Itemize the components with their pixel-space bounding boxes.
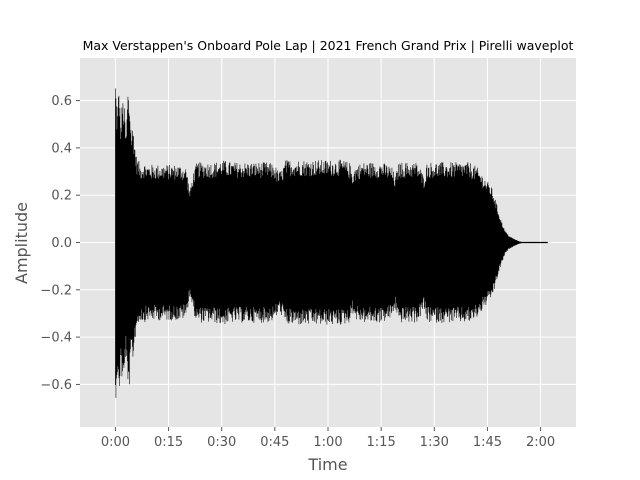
x-tick-label: 0:45	[260, 435, 289, 450]
x-tick-label: 0:30	[207, 435, 236, 450]
x-tick-label: 1:15	[367, 435, 396, 450]
y-tick-label: −0.4	[40, 331, 72, 346]
x-tick-label: 0:00	[101, 435, 130, 450]
y-tick-label: 0.4	[51, 141, 72, 156]
x-tick-label: 1:30	[420, 435, 449, 450]
y-tick-label: −0.6	[40, 378, 72, 393]
x-axis-ticks: 0:00 0:15 0:30 0:45 1:00 1:15 1:30 1:45 2:00	[101, 427, 555, 450]
x-tick-label: 0:15	[154, 435, 183, 450]
y-tick-label: 0.2	[51, 189, 72, 204]
y-tick-label: −0.2	[40, 283, 72, 298]
y-tick-label: 0.0	[51, 236, 72, 251]
y-axis-ticks: 0.6 0.4 0.2 0.0 −0.2 −0.4 −0.6	[40, 94, 80, 393]
waveform-layer	[115, 88, 548, 398]
y-tick-label: 0.6	[51, 94, 72, 109]
x-axis-label: Time	[307, 455, 347, 474]
x-tick-label: 2:00	[526, 435, 555, 450]
chart-title: Max Verstappen's Onboard Pole Lap | 2021…	[83, 38, 574, 53]
x-tick-label: 1:45	[473, 435, 502, 450]
y-axis-label: Amplitude	[12, 202, 31, 284]
x-tick-label: 1:00	[313, 435, 342, 450]
